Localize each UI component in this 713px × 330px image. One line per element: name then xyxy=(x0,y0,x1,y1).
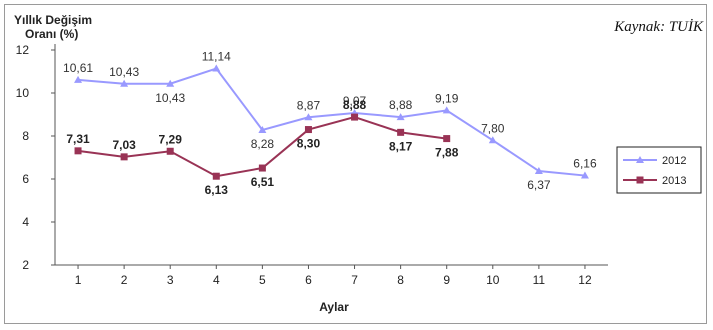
x-tick-label: 6 xyxy=(305,273,312,287)
y-tick-label: 10 xyxy=(16,86,30,100)
data-point xyxy=(212,64,221,72)
data-point xyxy=(120,79,129,87)
y-axis-title-line2: Oranı (%) xyxy=(25,27,78,41)
x-tick-label: 8 xyxy=(397,273,404,287)
data-point xyxy=(534,167,543,175)
x-tick-label: 4 xyxy=(213,273,220,287)
y-tick-label: 6 xyxy=(22,172,29,186)
y-axis-title-line1: Yıllık Değişim xyxy=(14,13,92,27)
data-point xyxy=(120,153,128,161)
data-point xyxy=(74,75,83,83)
data-label: 9,07 xyxy=(343,94,367,108)
data-label: 8,17 xyxy=(389,139,413,153)
y-tick-label: 4 xyxy=(22,215,29,229)
data-point xyxy=(396,113,405,121)
data-label: 8,87 xyxy=(297,98,321,112)
legend-label: 2012 xyxy=(662,155,686,167)
data-point xyxy=(442,106,451,114)
data-point xyxy=(351,113,359,121)
x-tick-label: 7 xyxy=(351,273,358,287)
x-tick-label: 11 xyxy=(533,273,546,287)
legend-item-2012: 2012 xyxy=(623,155,686,167)
x-tick-label: 5 xyxy=(259,273,266,287)
series-2013: 7,31 7,03 7,29 6,13 6,51 8,30 8,88 8,17 7,88 xyxy=(66,98,458,197)
data-point xyxy=(580,171,589,179)
y-tick-label: 12 xyxy=(16,43,30,57)
x-tick-label: 9 xyxy=(443,273,450,287)
data-label: 6,13 xyxy=(205,183,229,197)
legend-label: 2013 xyxy=(662,175,686,187)
data-point xyxy=(488,136,497,144)
x-tick-label: 10 xyxy=(486,273,500,287)
data-label: 9,19 xyxy=(435,91,459,105)
x-axis-title: Aylar xyxy=(319,300,349,314)
data-label: 10,43 xyxy=(155,91,185,105)
data-label: 7,29 xyxy=(159,132,183,146)
data-label: 8,28 xyxy=(251,137,275,151)
y-tick-label: 8 xyxy=(22,129,29,143)
x-tick-label: 2 xyxy=(121,273,128,287)
data-label: 7,31 xyxy=(66,132,90,146)
data-label: 7,88 xyxy=(435,146,459,160)
data-label: 8,88 xyxy=(389,98,413,112)
data-point xyxy=(258,164,266,172)
data-point xyxy=(397,128,405,136)
x-tick-label: 12 xyxy=(578,273,592,287)
data-label: 10,43 xyxy=(109,65,139,79)
data-point xyxy=(166,79,175,87)
data-point xyxy=(212,172,220,180)
series-line-2012 xyxy=(77,67,586,177)
data-label: 6,51 xyxy=(251,175,275,189)
data-label: 6,16 xyxy=(573,157,597,171)
y-tick-label: 2 xyxy=(22,258,29,272)
data-label: 11,14 xyxy=(202,49,231,63)
data-label: 8,30 xyxy=(297,137,321,151)
data-label: 7,03 xyxy=(112,138,136,152)
data-point xyxy=(166,147,174,155)
x-tick-label: 1 xyxy=(75,273,82,287)
source-label: Kaynak: TUİK xyxy=(613,19,704,35)
data-point xyxy=(304,126,312,134)
legend-item-2013: 2013 xyxy=(623,175,686,187)
legend: 2012 2013 xyxy=(616,146,702,194)
x-tick-label: 3 xyxy=(167,273,174,287)
legend-marker xyxy=(636,176,644,184)
legend-marker xyxy=(636,156,644,163)
data-point xyxy=(74,147,82,155)
data-label: 8,88 xyxy=(343,98,367,112)
data-label: 6,37 xyxy=(527,178,551,192)
data-point xyxy=(258,125,267,133)
legend-box xyxy=(616,146,702,194)
data-label: 7,80 xyxy=(481,121,505,135)
data-point xyxy=(304,113,313,121)
data-label: 10,61 xyxy=(63,61,93,75)
data-point xyxy=(443,135,451,143)
chart-frame xyxy=(4,4,707,324)
